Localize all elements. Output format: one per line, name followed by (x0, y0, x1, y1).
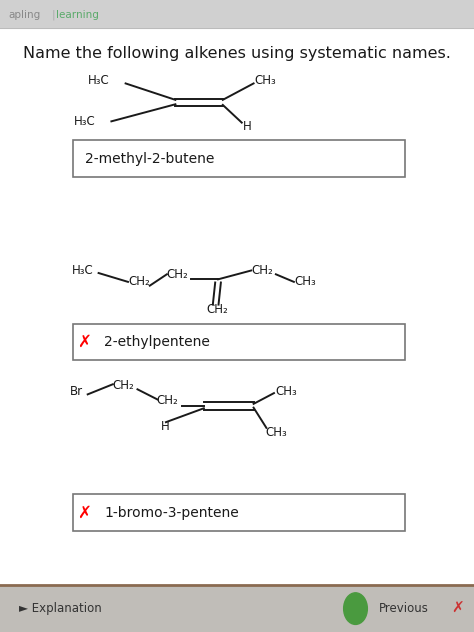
Text: |: | (50, 11, 53, 22)
Text: H: H (161, 420, 170, 433)
Text: H₃C: H₃C (72, 264, 94, 277)
Text: 2-ethylpentene: 2-ethylpentene (104, 335, 210, 349)
Text: ✗: ✗ (77, 504, 91, 521)
Text: CH₃: CH₃ (275, 386, 297, 398)
Text: H: H (243, 120, 252, 133)
Text: Previous: Previous (379, 602, 429, 615)
Text: Name the following alkenes using systematic names.: Name the following alkenes using systema… (23, 46, 451, 61)
Text: Br: Br (70, 386, 83, 398)
Text: CH₂: CH₂ (156, 394, 178, 407)
Bar (0, 585, 474, 632)
Text: CH₃: CH₃ (294, 276, 316, 288)
Text: ► Explanation: ► Explanation (19, 602, 102, 615)
Text: CH₂: CH₂ (113, 379, 135, 392)
Text: CH₂: CH₂ (207, 303, 228, 316)
Circle shape (344, 593, 367, 624)
Text: CH₂: CH₂ (167, 268, 189, 281)
Text: CH₂: CH₂ (128, 276, 150, 288)
Text: H₃C: H₃C (73, 115, 95, 128)
Text: 2-methyl-2-butene: 2-methyl-2-butene (85, 152, 215, 166)
Text: CH₃: CH₃ (254, 75, 276, 87)
Text: H₃C: H₃C (88, 75, 109, 87)
Text: ✗: ✗ (77, 333, 91, 351)
Text: CH₂: CH₂ (251, 264, 273, 277)
Text: ✗: ✗ (451, 601, 464, 616)
Bar (0, 0, 474, 28)
Text: apling: apling (9, 9, 41, 20)
Text: learning: learning (55, 11, 94, 21)
Bar (73, 140, 405, 177)
Text: apling: apling (9, 11, 40, 21)
Text: CH₃: CH₃ (265, 426, 287, 439)
Bar (73, 494, 405, 531)
Text: 1-bromo-3-pentene: 1-bromo-3-pentene (104, 506, 239, 520)
Bar (0, 28, 474, 585)
Text: learning: learning (56, 9, 99, 20)
Text: |: | (51, 9, 55, 20)
Bar (73, 324, 405, 360)
